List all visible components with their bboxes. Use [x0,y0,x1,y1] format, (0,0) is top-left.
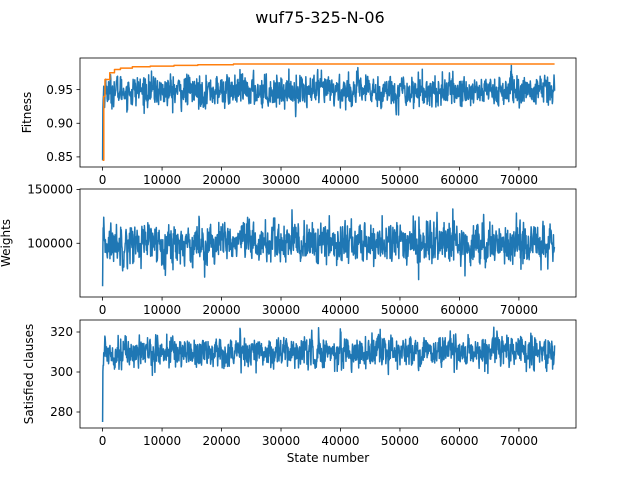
x-tick-label: 30000 [262,303,300,317]
y-tick-label: 0.85 [46,150,73,164]
axes-frame [79,319,577,429]
x-tick-label: 70000 [500,434,538,448]
series-line-1 [101,326,556,423]
y-tick-label: 320 [50,325,73,339]
x-tick-label: 70000 [500,173,538,187]
x-tick-label: 40000 [321,434,359,448]
x-tick-label: 10000 [143,303,181,317]
y-tick-label: 0.95 [46,83,73,97]
x-tick-label: 10000 [143,173,181,187]
x-tick-label: 0 [99,303,107,317]
x-tick-label: 50000 [381,434,419,448]
x-tick-label: 0 [99,434,107,448]
y-tick-label: 100000 [27,236,73,250]
x-tick-label: 60000 [440,303,478,317]
x-tick-label: 20000 [202,303,240,317]
figure-title: wuf75-325-N-06 [255,8,384,27]
subplot-3: 0 10000 20000 30000 40000 50000 60000 70000 280 3… [22,319,577,465]
x-axis-label: State number [287,451,369,465]
subplot-2: 0 10000 20000 30000 40000 50000 60000 70000 1000… [0,183,577,317]
y-tick-label: 300 [50,365,73,379]
x-tick-label: 50000 [381,173,419,187]
subplots: 0 10000 20000 30000 40000 50000 60000 700000.85… [0,57,577,465]
x-tick-label: 30000 [262,173,300,187]
series-line-2 [102,63,555,162]
x-tick-label: 30000 [262,434,300,448]
x-tick-label: 50000 [381,303,419,317]
x-tick-label: 10000 [143,434,181,448]
x-tick-label: 70000 [500,303,538,317]
y-axis-label: Fitness [20,92,34,134]
x-tick-label: 40000 [321,303,359,317]
axes-frame [79,57,577,168]
x-tick-label: 20000 [202,173,240,187]
subplot-1: 0 10000 20000 30000 40000 50000 60000 70000 0.85… [20,57,577,187]
series-line-1 [101,64,556,161]
y-tick-label: 150000 [27,183,73,197]
series-line-1 [101,208,556,287]
y-axis-label: Satisfied clauses [22,324,36,424]
y-axis-label: Weights [0,219,13,267]
x-tick-label: 20000 [202,434,240,448]
x-tick-label: 60000 [440,434,478,448]
y-tick-label: 280 [50,405,73,419]
y-tick-label: 0.90 [46,116,73,130]
x-tick-label: 40000 [321,173,359,187]
x-tick-label: 60000 [440,173,478,187]
x-tick-label: 0 [99,173,107,187]
